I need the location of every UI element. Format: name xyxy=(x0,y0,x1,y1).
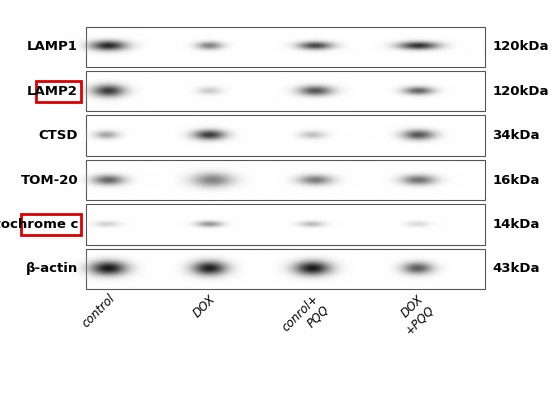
Text: β-actin: β-actin xyxy=(26,262,78,275)
Text: DOX
+PQQ: DOX +PQQ xyxy=(392,292,437,337)
Text: conrol+
PQQ: conrol+ PQQ xyxy=(280,292,332,345)
Bar xyxy=(36,81,81,102)
Text: LAMP2: LAMP2 xyxy=(27,85,78,98)
Text: 43kDa: 43kDa xyxy=(492,262,540,275)
Text: 14kDa: 14kDa xyxy=(492,218,540,231)
Text: DOX: DOX xyxy=(191,292,218,320)
Bar xyxy=(86,27,485,67)
Text: 120kDa: 120kDa xyxy=(492,85,549,98)
Bar xyxy=(86,249,485,289)
Bar xyxy=(86,204,485,245)
Bar xyxy=(86,160,485,200)
Text: cytochrome c: cytochrome c xyxy=(0,218,78,231)
Text: 120kDa: 120kDa xyxy=(492,40,549,53)
Text: CTSD: CTSD xyxy=(39,129,78,142)
Bar xyxy=(86,115,485,156)
Text: control: control xyxy=(80,292,118,330)
Bar xyxy=(21,214,81,235)
Text: TOM-20: TOM-20 xyxy=(21,173,78,187)
Text: LAMP1: LAMP1 xyxy=(27,40,78,53)
Bar xyxy=(86,71,485,111)
Text: 16kDa: 16kDa xyxy=(492,173,540,187)
Text: 34kDa: 34kDa xyxy=(492,129,540,142)
